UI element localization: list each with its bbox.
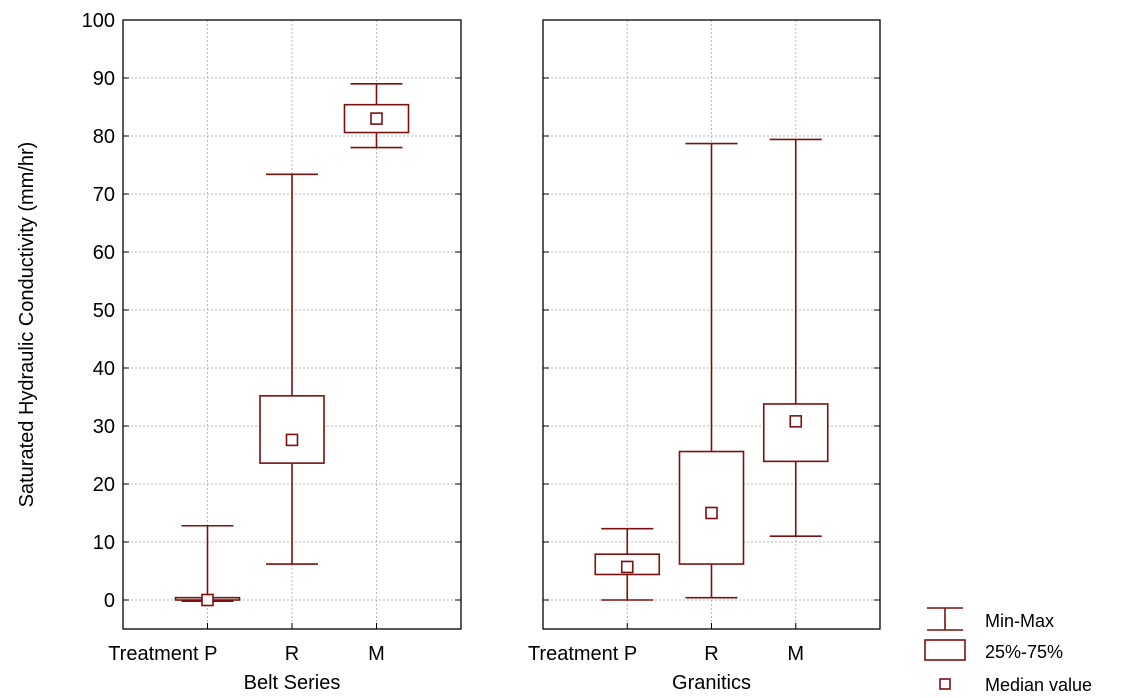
legend-label-minmax: Min-Max	[985, 611, 1054, 631]
legend-iqr-symbol	[924, 639, 966, 661]
box-2-1	[594, 527, 661, 601]
y-tick-label: 0	[104, 590, 115, 612]
median-marker	[201, 593, 214, 607]
x-tick-label: M	[368, 643, 385, 665]
legend-median-symbol	[939, 678, 951, 690]
y-tick-label: 30	[93, 416, 115, 438]
iqr-box	[762, 403, 829, 463]
y-tick-label: 80	[93, 126, 115, 148]
x-tick-label: R	[285, 643, 299, 665]
y-tick-label: 70	[93, 184, 115, 206]
box-1-1	[174, 524, 241, 607]
iqr-box	[259, 395, 325, 464]
y-tick-label: 100	[82, 10, 115, 32]
median-marker	[620, 560, 634, 574]
box-1-3	[343, 83, 410, 149]
legend-label-median: Median value	[985, 675, 1092, 695]
box-2-2	[678, 142, 745, 599]
median-marker	[370, 112, 383, 125]
legend-label-iqr: 25%-75%	[985, 642, 1063, 662]
y-tick-label: 60	[93, 242, 115, 264]
box-1-2	[259, 173, 325, 565]
y-tick-label: 10	[93, 532, 115, 554]
box-2-3	[762, 138, 829, 538]
x-tick-label: R	[704, 643, 718, 665]
median-marker	[789, 415, 803, 428]
x-tick-label: Treatment P	[108, 643, 217, 665]
x-axis-title: Granitics	[672, 672, 751, 694]
y-tick-label: 40	[93, 358, 115, 380]
y-axis-title: Saturated Hydraulic Conductivity (mm/hr)	[16, 142, 38, 508]
median-marker	[705, 506, 718, 520]
x-tick-label: Treatment P	[528, 643, 637, 665]
x-axis-title: Belt Series	[244, 672, 341, 694]
median-marker	[285, 433, 299, 447]
x-tick-label: M	[787, 643, 804, 665]
legend: Min-Max 25%-75% Median value	[924, 607, 1092, 695]
y-tick-label: 20	[93, 474, 115, 496]
y-tick-label: 90	[93, 68, 115, 90]
y-tick-label: 50	[93, 300, 115, 322]
